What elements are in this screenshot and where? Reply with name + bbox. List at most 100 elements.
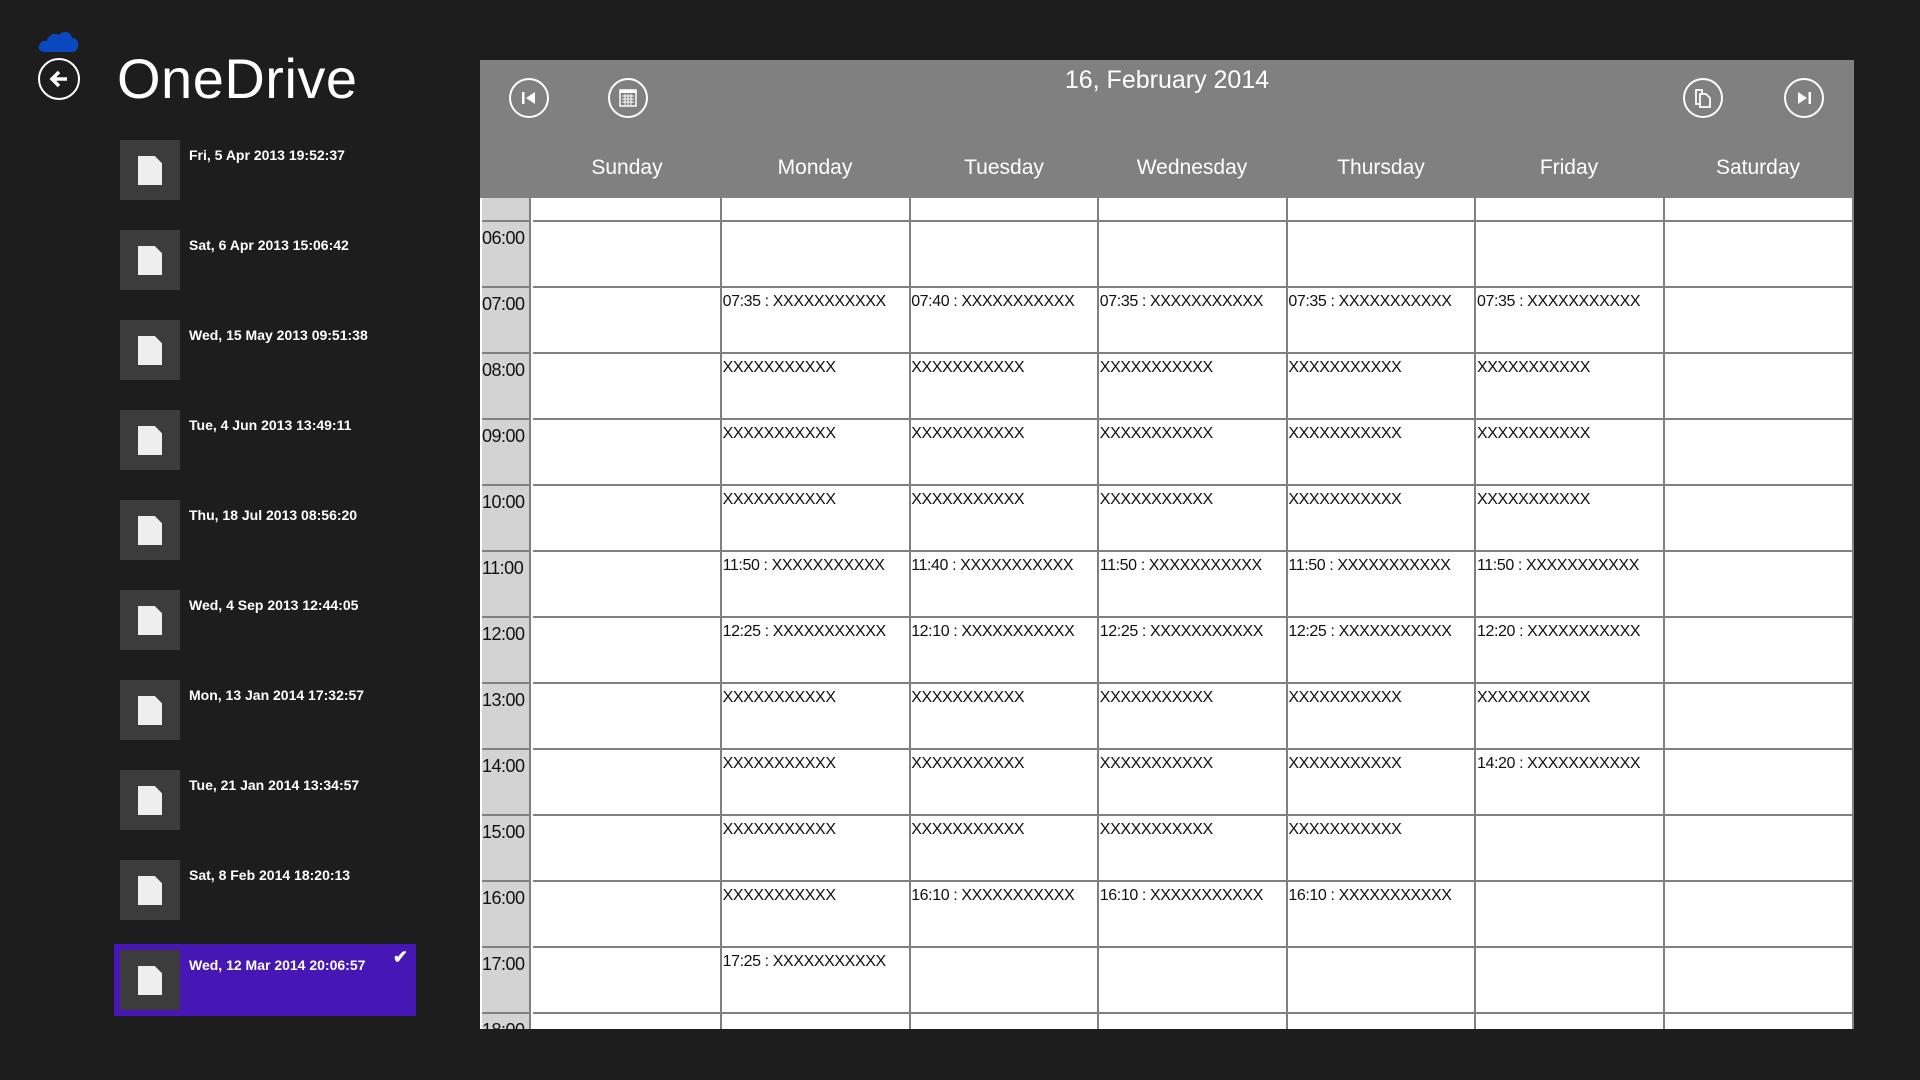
calendar-cell[interactable] bbox=[1664, 880, 1854, 946]
last-week-button[interactable] bbox=[1784, 78, 1824, 118]
calendar-cell[interactable]: XXXXXXXXXXX bbox=[1098, 352, 1288, 418]
calendar-cell[interactable] bbox=[533, 286, 722, 352]
calendar-cell[interactable]: XXXXXXXXXXX bbox=[1287, 682, 1477, 748]
file-item[interactable]: Tue, 21 Jan 2014 13:34:57 bbox=[114, 764, 416, 836]
calendar-cell[interactable]: XXXXXXXXXXX bbox=[910, 748, 1100, 814]
first-week-button[interactable] bbox=[509, 78, 549, 118]
calendar-cell[interactable] bbox=[533, 198, 722, 220]
calendar-cell[interactable]: XXXXXXXXXXX bbox=[1098, 418, 1288, 484]
calendar-cell[interactable]: XXXXXXXXXXX bbox=[1287, 352, 1477, 418]
calendar-cell[interactable]: 07:35 : XXXXXXXXXXX bbox=[721, 286, 911, 352]
calendar-cell[interactable] bbox=[533, 682, 722, 748]
calendar-cell[interactable]: XXXXXXXXXXX bbox=[721, 748, 911, 814]
calendar-cell[interactable]: XXXXXXXXXXX bbox=[721, 682, 911, 748]
calendar-cell[interactable] bbox=[1664, 814, 1854, 880]
calendar-cell[interactable] bbox=[1098, 946, 1288, 1012]
calendar-cell[interactable]: XXXXXXXXXXX bbox=[721, 880, 911, 946]
calendar-cell[interactable]: 07:35 : XXXXXXXXXXX bbox=[1476, 286, 1665, 352]
calendar-cell[interactable] bbox=[533, 616, 722, 682]
calendar-cell[interactable] bbox=[533, 946, 722, 1012]
calendar-cell[interactable] bbox=[533, 484, 722, 550]
calendar-cell[interactable]: 07:40 : XXXXXXXXXXX bbox=[910, 286, 1100, 352]
calendar-cell[interactable] bbox=[1476, 946, 1665, 1012]
calendar-cell[interactable] bbox=[1476, 1012, 1665, 1029]
calendar-cell[interactable] bbox=[1664, 484, 1854, 550]
calendar-cell[interactable]: XXXXXXXXXXX bbox=[1098, 484, 1288, 550]
copy-button[interactable] bbox=[1683, 78, 1723, 118]
calendar-cell[interactable]: 11:50 : XXXXXXXXXXX bbox=[721, 550, 911, 616]
calendar-cell[interactable] bbox=[722, 198, 911, 220]
calendar-cell[interactable] bbox=[1476, 880, 1665, 946]
calendar-cell[interactable]: 14:20 : XXXXXXXXXXX bbox=[1476, 748, 1665, 814]
calendar-cell[interactable] bbox=[1664, 682, 1854, 748]
file-item[interactable]: Thu, 18 Jul 2013 08:56:20 bbox=[114, 494, 416, 566]
calendar-cell[interactable] bbox=[1476, 198, 1665, 220]
file-item[interactable]: Sat, 6 Apr 2013 15:06:42 bbox=[114, 224, 416, 296]
calendar-cell[interactable]: XXXXXXXXXXX bbox=[1287, 418, 1477, 484]
calendar-cell[interactable]: XXXXXXXXXXX bbox=[910, 418, 1100, 484]
calendar-cell[interactable]: 16:10 : XXXXXXXXXXX bbox=[1098, 880, 1288, 946]
calendar-cell[interactable]: XXXXXXXXXXX bbox=[721, 352, 911, 418]
calendar-cell[interactable] bbox=[533, 352, 722, 418]
calendar-cell[interactable]: XXXXXXXXXXX bbox=[910, 352, 1100, 418]
calendar-cell[interactable]: 16:10 : XXXXXXXXXXX bbox=[910, 880, 1100, 946]
calendar-cell[interactable]: XXXXXXXXXXX bbox=[1098, 814, 1288, 880]
calendar-cell[interactable] bbox=[910, 1012, 1100, 1029]
calendar-cell[interactable]: XXXXXXXXXXX bbox=[1098, 682, 1288, 748]
calendar-cell[interactable]: XXXXXXXXXXX bbox=[910, 682, 1100, 748]
file-item[interactable]: Mon, 13 Jan 2014 17:32:57 bbox=[114, 674, 416, 746]
calendar-button[interactable] bbox=[608, 78, 648, 118]
calendar-cell[interactable] bbox=[533, 418, 722, 484]
file-item[interactable]: Wed, 12 Mar 2014 20:06:57 ✔ bbox=[114, 944, 416, 1016]
calendar-cell[interactable]: XXXXXXXXXXX bbox=[910, 814, 1100, 880]
calendar-cell[interactable]: 17:25 : XXXXXXXXXXX bbox=[721, 946, 911, 1012]
calendar-cell[interactable] bbox=[533, 550, 722, 616]
calendar-cell[interactable]: 12:25 : XXXXXXXXXXX bbox=[721, 616, 911, 682]
calendar-cell[interactable]: 07:35 : XXXXXXXXXXX bbox=[1287, 286, 1477, 352]
calendar-cell[interactable]: 11:50 : XXXXXXXXXXX bbox=[1476, 550, 1665, 616]
file-item[interactable]: Wed, 15 May 2013 09:51:38 bbox=[114, 314, 416, 386]
calendar-cell[interactable] bbox=[1099, 198, 1288, 220]
calendar-cell[interactable]: XXXXXXXXXXX bbox=[1098, 748, 1288, 814]
calendar-cell[interactable]: XXXXXXXXXXX bbox=[1476, 484, 1665, 550]
back-button[interactable] bbox=[38, 58, 80, 100]
calendar-cell[interactable]: 07:35 : XXXXXXXXXXX bbox=[1098, 286, 1288, 352]
calendar-cell[interactable] bbox=[1098, 220, 1288, 286]
calendar-cell[interactable]: 11:50 : XXXXXXXXXXX bbox=[1098, 550, 1288, 616]
calendar-cell[interactable] bbox=[533, 748, 722, 814]
calendar-cell[interactable]: XXXXXXXXXXX bbox=[721, 814, 911, 880]
calendar-cell[interactable]: 12:20 : XXXXXXXXXXX bbox=[1476, 616, 1665, 682]
calendar-cell[interactable] bbox=[533, 220, 722, 286]
calendar-cell[interactable] bbox=[1287, 220, 1477, 286]
calendar-cell[interactable] bbox=[1664, 418, 1854, 484]
calendar-cell[interactable]: XXXXXXXXXXX bbox=[1287, 814, 1477, 880]
calendar-cell[interactable] bbox=[533, 880, 722, 946]
calendar-cell[interactable]: XXXXXXXXXXX bbox=[1476, 352, 1665, 418]
calendar-cell[interactable] bbox=[1476, 814, 1665, 880]
file-item[interactable]: Wed, 4 Sep 2013 12:44:05 bbox=[114, 584, 416, 656]
calendar-cell[interactable] bbox=[1664, 286, 1854, 352]
calendar-cell[interactable] bbox=[1098, 1012, 1288, 1029]
calendar-cell[interactable]: XXXXXXXXXXX bbox=[721, 484, 911, 550]
file-item[interactable]: Fri, 5 Apr 2013 19:52:37 bbox=[114, 134, 416, 206]
calendar-cell[interactable] bbox=[1287, 1012, 1477, 1029]
calendar-cell[interactable]: XXXXXXXXXXX bbox=[1287, 484, 1477, 550]
calendar-cell[interactable] bbox=[1664, 220, 1854, 286]
calendar-cell[interactable] bbox=[721, 220, 911, 286]
calendar-cell[interactable]: 12:25 : XXXXXXXXXXX bbox=[1098, 616, 1288, 682]
calendar-cell[interactable] bbox=[533, 814, 722, 880]
calendar-cell[interactable]: 11:50 : XXXXXXXXXXX bbox=[1287, 550, 1477, 616]
calendar-cell[interactable] bbox=[1664, 616, 1854, 682]
calendar-cell[interactable]: 16:10 : XXXXXXXXXXX bbox=[1287, 880, 1477, 946]
calendar-cell[interactable] bbox=[1664, 946, 1854, 1012]
calendar-cell[interactable] bbox=[1665, 198, 1854, 220]
file-item[interactable]: Tue, 4 Jun 2013 13:49:11 bbox=[114, 404, 416, 476]
calendar-cell[interactable] bbox=[1476, 220, 1665, 286]
calendar-cell[interactable] bbox=[910, 220, 1100, 286]
calendar-cell[interactable] bbox=[1287, 198, 1477, 220]
calendar-cell[interactable] bbox=[1664, 1012, 1854, 1029]
calendar-cell[interactable] bbox=[910, 946, 1100, 1012]
calendar-cell[interactable]: 12:10 : XXXXXXXXXXX bbox=[910, 616, 1100, 682]
file-item[interactable]: Sat, 8 Feb 2014 18:20:13 bbox=[114, 854, 416, 926]
calendar-cell[interactable]: 11:40 : XXXXXXXXXXX bbox=[910, 550, 1100, 616]
